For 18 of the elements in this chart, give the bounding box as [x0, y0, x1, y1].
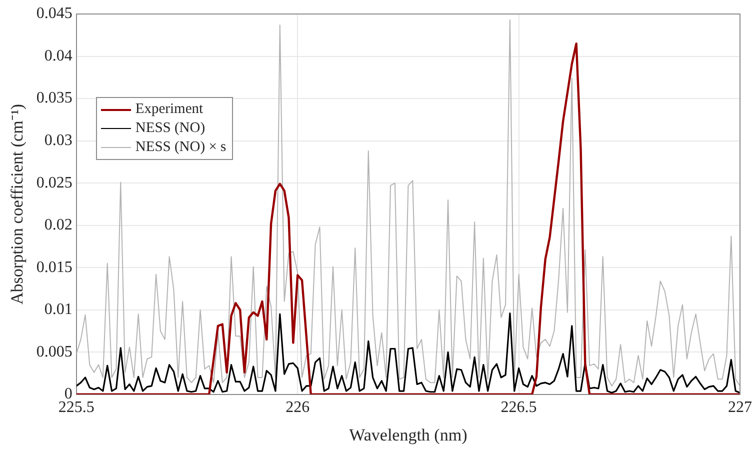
y-tick-label: 0.02	[44, 216, 72, 234]
x-axis-title: Wavelength (nm)	[349, 425, 468, 444]
y-axis-title: Absorption coefficient (cm⁻¹)	[8, 104, 27, 304]
y-tick-label: 0.035	[36, 90, 72, 107]
legend-label: NESS (NO)	[135, 120, 206, 137]
x-tick-label: 226	[286, 399, 310, 416]
y-tick-label: 0.01	[44, 301, 72, 318]
legend-label: Experiment	[135, 101, 204, 118]
y-tick-label: 0.015	[36, 258, 72, 276]
y-tick-label: 0.005	[36, 343, 72, 360]
y-tick-label: 0.03	[44, 132, 72, 150]
x-tick-label: 225.5	[58, 399, 94, 416]
legend-label: NESS (NO) × s	[135, 139, 226, 156]
y-tick-label: 0.04	[44, 47, 72, 64]
y-tick-label: 0.045	[36, 5, 72, 22]
x-tick-label: 226.5	[500, 399, 537, 416]
y-tick-label: 0.025	[36, 174, 72, 192]
x-tick-label: 227	[728, 399, 752, 416]
